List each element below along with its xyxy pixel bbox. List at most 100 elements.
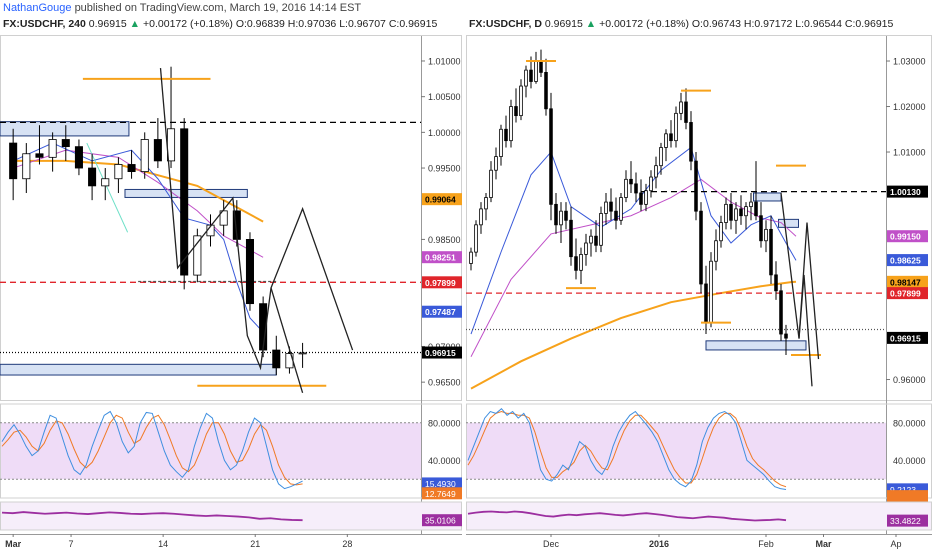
candle-body: [669, 133, 673, 142]
support-resistance-box: [0, 121, 130, 137]
candle-body: [114, 164, 123, 180]
x-tick-label: Mar: [5, 539, 22, 549]
publish-info: published on TradingView.com, March 19, …: [74, 2, 362, 14]
candle-body: [140, 139, 149, 173]
panel-divider: [462, 16, 466, 550]
support-resistance-box: [778, 218, 799, 228]
stoch-label-bg: [422, 487, 462, 500]
candle-body: [489, 169, 493, 198]
projection-line: [798, 274, 813, 387]
y-tick-label: 1.00000: [428, 128, 461, 138]
price-label: 0.97899: [890, 289, 921, 299]
symbol-label: FX:USDCHF, D: [469, 18, 542, 30]
rsi-line: [467, 510, 787, 522]
x-tick-label: Ap: [890, 539, 901, 549]
stoch-label-bg: [887, 490, 928, 503]
ma-purple: [470, 178, 797, 358]
x-tick-label: 7: [69, 539, 74, 549]
chart-panel-right[interactable]: 1.03000 1.02000 1.01000 0.96000 1.00130 0.991…: [466, 16, 932, 550]
candle-body: [639, 192, 643, 205]
candle-body: [734, 208, 738, 221]
candle-body: [529, 69, 533, 82]
candle-body: [9, 142, 18, 180]
chart-svg-right[interactable]: 1.03000 1.02000 1.01000 0.96000 1.00130 0.991…: [466, 16, 932, 550]
open-value: O:0.96839: [235, 18, 285, 30]
candle-body: [764, 228, 768, 242]
rsi-label-bg: [887, 514, 928, 527]
support-resistance-box: [705, 340, 807, 351]
price-label: 0.98147: [890, 277, 921, 287]
candle-body: [679, 101, 683, 114]
price-label-bg: [887, 331, 928, 344]
close-value: C:0.96915: [844, 18, 894, 30]
candle-body: [744, 206, 748, 217]
candle-body: [624, 178, 628, 198]
price-label-bg: [887, 185, 928, 198]
stoch-d-line: [1, 414, 303, 486]
price-label-bg: [422, 346, 462, 359]
x-tick-label: 21: [250, 539, 260, 549]
candle-body: [589, 235, 593, 244]
price-label: 0.97899: [425, 278, 456, 288]
price-label-bg: [887, 230, 928, 243]
candle-body: [594, 235, 598, 246]
candle-body: [574, 256, 578, 271]
symbol-info-left: FX:USDCHF, 240 0.96915 ▲ +0.00172 (+0.18…: [3, 18, 437, 30]
candle-body: [544, 72, 548, 110]
plot-area: [466, 49, 886, 390]
candle-body: [619, 197, 623, 221]
price-label: 0.96915: [890, 333, 921, 343]
price-label-bg: [422, 305, 462, 318]
candle-body: [193, 235, 202, 276]
candle-body: [664, 133, 668, 148]
y-tick-label: 1.01000: [428, 56, 461, 66]
y-tick-label: 1.03000: [893, 57, 926, 67]
chart-panel-left[interactable]: 1.010001.005001.000000.995000.985000.970…: [0, 16, 462, 550]
rsi-label-bg: [422, 514, 462, 527]
candle-body: [564, 210, 568, 221]
low-value: L:0.96707: [339, 18, 386, 30]
author-link[interactable]: NathanGouge: [3, 2, 72, 14]
stoch-band: [1, 422, 421, 480]
price-label-bg: [422, 251, 462, 264]
candle-body: [272, 349, 281, 369]
candle-body: [539, 60, 543, 73]
stoch-tick-label: 40.0000: [893, 456, 926, 466]
candle-body: [629, 178, 633, 185]
price-label: 0.99064: [425, 195, 456, 205]
candle-body: [749, 201, 753, 208]
price-change: +0.00172 (+0.18%): [599, 18, 689, 30]
projection-line: [159, 68, 354, 371]
stoch-band: [467, 422, 886, 480]
candle-body: [549, 108, 553, 205]
candle-body: [784, 333, 788, 339]
candle-body: [614, 210, 618, 221]
rsi-label: 35.0106: [425, 516, 456, 526]
y-tick-label: 0.96000: [893, 375, 926, 385]
candle-body: [759, 215, 763, 242]
last-price: 0.96915: [544, 18, 583, 30]
price-label-bg: [422, 276, 462, 289]
candle-body: [559, 210, 563, 226]
last-price: 0.96915: [88, 18, 127, 30]
price-label-bg: [887, 287, 928, 300]
candle-body: [699, 210, 703, 285]
candle-body: [654, 165, 658, 178]
candle-body: [684, 101, 688, 123]
price-label: 0.96915: [425, 348, 456, 358]
candle-body: [644, 190, 648, 205]
candle-body: [609, 201, 613, 212]
publish-header: NathanGouge published on TradingView.com…: [0, 0, 932, 16]
candle-body: [674, 112, 678, 142]
candle-body: [504, 128, 508, 142]
candle-body: [729, 203, 733, 221]
candle-body: [599, 213, 603, 246]
ma-orange: [470, 280, 797, 390]
candle-body: [719, 222, 723, 242]
candle-body: [127, 164, 136, 173]
chart-svg-left[interactable]: 1.010001.005001.000000.995000.985000.970…: [0, 16, 462, 550]
stoch-label: 15.4930: [425, 479, 456, 489]
candle-body: [499, 128, 503, 157]
plot-area: [0, 66, 421, 394]
low-value: L:0.96544: [795, 18, 842, 30]
